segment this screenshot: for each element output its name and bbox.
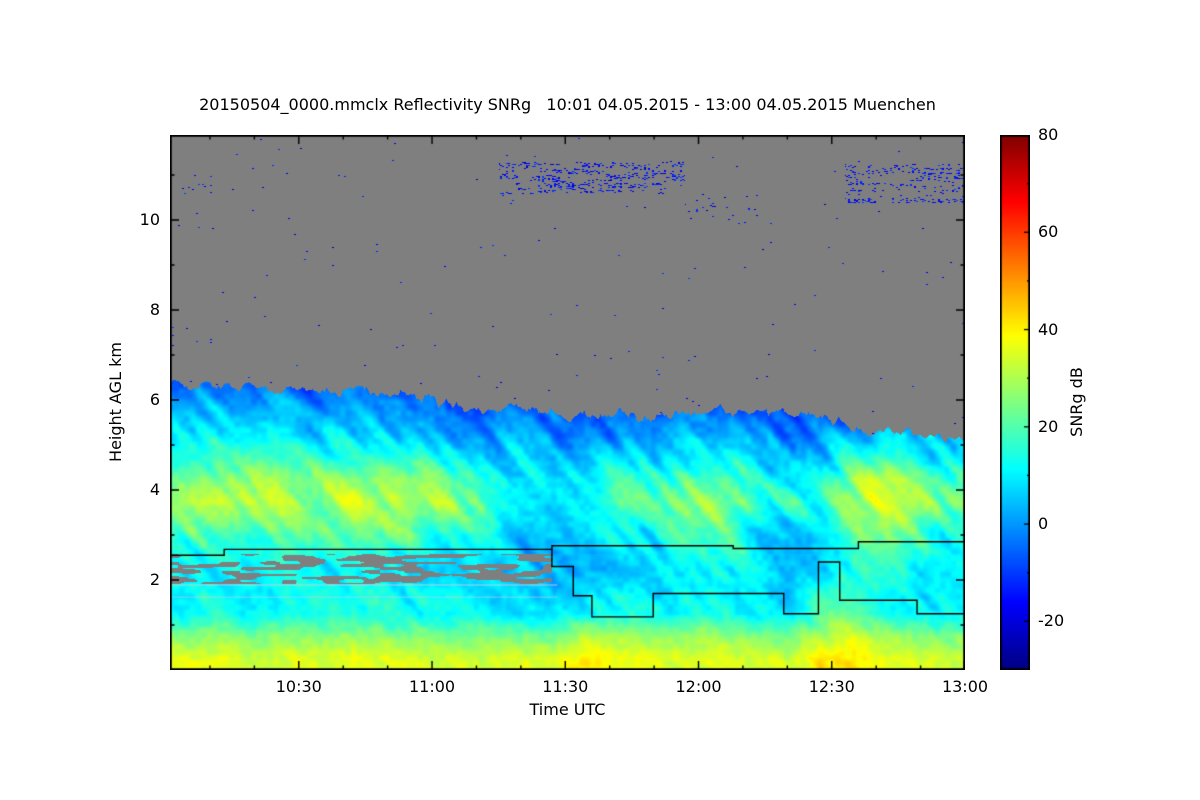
colorbar-canvas (1000, 135, 1030, 670)
y-tick-label: 10 (139, 210, 160, 229)
y-tick-label: 6 (149, 390, 160, 409)
x-tick-label: 10:30 (275, 677, 322, 696)
y-tick-label: 2 (149, 570, 160, 589)
chart-title: 20150504_0000.mmclx Reflectivity SNRg 10… (199, 95, 936, 114)
x-axis-label: Time UTC (529, 700, 606, 719)
colorbar-tick-label: 60 (1038, 222, 1059, 242)
y-tick-label: 8 (149, 300, 160, 319)
colorbar-tick-label: 0 (1038, 514, 1049, 534)
x-tick-label: 11:30 (542, 677, 589, 696)
colorbar-tick-label: 40 (1038, 319, 1059, 339)
colorbar-tick-label: 80 (1038, 125, 1059, 144)
x-tick-label: 12:00 (675, 677, 722, 696)
colorbar-tick-label: 20 (1038, 416, 1059, 436)
x-tick-label: 12:30 (808, 677, 855, 696)
colorbar-tick-label: -20 (1038, 611, 1065, 631)
y-tick-label: 4 (149, 480, 160, 499)
x-tick-label: 11:00 (408, 677, 456, 696)
x-tick-label: 13:00 (941, 677, 989, 696)
heatmap-plot-canvas (170, 135, 965, 670)
colorbar-label: SNRg dB (1067, 367, 1086, 437)
